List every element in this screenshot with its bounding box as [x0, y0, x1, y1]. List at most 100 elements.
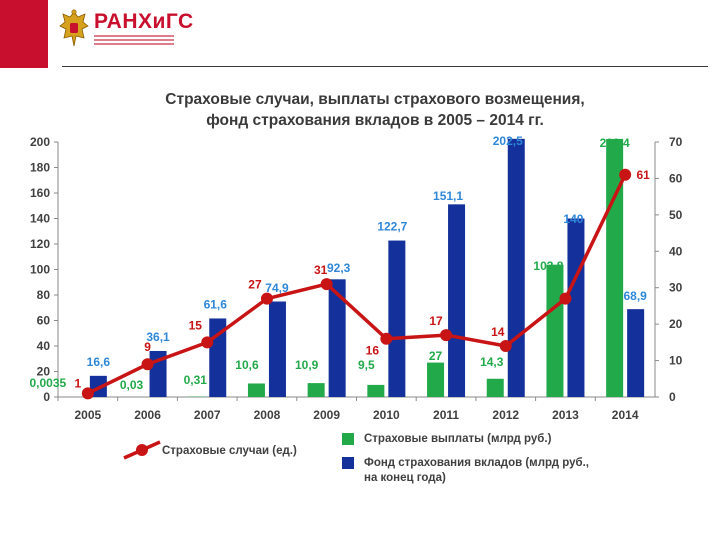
y-left-tick-label: 20 [37, 365, 51, 379]
line-insurance-cases [81, 168, 632, 400]
y-right-tick-label: 10 [669, 354, 683, 368]
data-label-fund: 61,6 [204, 297, 228, 311]
chart-title-line-2: фонд страхования вкладов в 2005 – 2014 г… [206, 112, 544, 129]
legend-label-fund-line2: на конец года) [364, 472, 446, 484]
x-tick-label: 2011 [433, 408, 459, 422]
x-tick-label: 2009 [313, 408, 340, 422]
bar-insurance-payout [367, 384, 385, 397]
bar-deposit-fund [567, 218, 585, 397]
legend-icon-payouts [342, 433, 354, 445]
x-tick-label: 2014 [612, 408, 639, 422]
data-label-payout: 0,31 [184, 373, 208, 387]
bar-insurance-payout [307, 383, 325, 397]
y-left-tick-label: 40 [37, 339, 51, 353]
data-label-fund: 202,5 [493, 134, 523, 148]
bar-deposit-fund [388, 240, 406, 397]
line-point-insurance-case [141, 358, 154, 371]
data-label-fund: 122,7 [377, 220, 407, 234]
y-left-tick-label: 200 [30, 135, 50, 149]
line-point-insurance-case [440, 329, 453, 342]
data-label-fund: 140 [563, 212, 583, 226]
double-headed-eagle-icon [59, 9, 89, 47]
chart-title-line-1: Страховые случаи, выплаты страхового воз… [165, 91, 585, 108]
chart-axes: 0 20 40 60 80 100 120 140 160 180 200 0 10 20 30 40 50 60… [30, 135, 683, 422]
logo-text: РАНХиГС [94, 10, 194, 33]
line-point-insurance-case [619, 168, 632, 181]
y-right-tick-label: 70 [669, 135, 683, 149]
chart-title: Страховые случаи, выплаты страхового воз… [60, 89, 690, 131]
y-right-tick-label: 30 [669, 281, 683, 295]
x-tick-label: 2006 [134, 408, 161, 422]
x-tick-label: 2010 [373, 408, 400, 422]
data-label-fund: 92,3 [327, 261, 351, 275]
bar-insurance-payout [486, 378, 504, 397]
y-right-tick-label: 40 [669, 244, 683, 258]
y-left-tick-label: 100 [30, 263, 50, 277]
y-left-tick-label: 140 [30, 212, 50, 226]
bar-insurance-payout [427, 362, 445, 397]
legend-icon-fund [342, 457, 354, 469]
line-point-insurance-case [201, 336, 214, 349]
y-right-tick-label: 50 [669, 208, 683, 222]
header-divider [62, 66, 708, 67]
x-tick-label: 2008 [254, 408, 281, 422]
data-label-payout: 202,4 [600, 136, 630, 150]
ranepa-logo: РАНХиГС [58, 8, 193, 52]
bar-deposit-fund [328, 279, 346, 397]
bar-deposit-fund [268, 301, 286, 397]
data-label-cases: 15 [189, 318, 203, 332]
brand-accent-strip [0, 0, 48, 68]
data-label-payout: 0,0035 [29, 376, 66, 390]
data-label-payout: 103,8 [533, 259, 563, 273]
line-path-insurance-cases [87, 174, 627, 395]
x-tick-label: 2013 [552, 408, 579, 422]
y-left-tick-label: 160 [30, 186, 50, 200]
data-label-payout: 14,3 [480, 355, 504, 369]
data-label-fund: 151,1 [433, 189, 463, 203]
y-right-tick-label: 0 [669, 390, 676, 404]
legend-label-cases: Страховые случаи (ед.) [162, 445, 297, 457]
y-left-tick-label: 60 [37, 314, 51, 328]
data-label-fund: 74,9 [265, 281, 289, 295]
legend-icon-cases-point [136, 444, 148, 456]
y-right-tick-label: 20 [669, 317, 683, 331]
data-label-cases: 17 [429, 314, 443, 328]
data-label-payout: 10,6 [235, 358, 259, 372]
data-label-cases: 14 [491, 325, 505, 339]
data-label-fund: 36,1 [146, 330, 170, 344]
bar-insurance-payout [247, 383, 265, 397]
data-label-cases: 27 [248, 278, 262, 292]
y-left-tick-label: 0 [43, 390, 50, 404]
x-tick-label: 2007 [194, 408, 221, 422]
line-point-insurance-case [559, 292, 572, 305]
data-label-cases: 31 [314, 263, 328, 277]
data-label-cases: 61 [636, 168, 650, 182]
x-tick-label: 2012 [492, 408, 519, 422]
line-point-insurance-case [499, 340, 512, 352]
data-label-payout: 10,9 [295, 358, 319, 372]
legend-icons [123, 433, 354, 469]
data-label-fund: 16,6 [87, 355, 111, 369]
y-right-tick-label: 60 [669, 171, 683, 185]
data-label-payout: 27 [429, 349, 443, 363]
data-label-payout: 9,5 [358, 358, 375, 372]
line-point-insurance-case [260, 292, 273, 305]
bar-deposit-fund [627, 309, 645, 397]
legend-label-payouts: Страховые выплаты (млрд руб.) [364, 433, 552, 445]
data-label-cases: 9 [144, 340, 151, 354]
bar-deposit-fund [507, 138, 525, 397]
line-point-insurance-case [81, 387, 94, 400]
data-label-fund: 68,9 [623, 289, 647, 303]
data-label-cases: 16 [366, 344, 380, 358]
bars-insurance-payouts [68, 138, 624, 397]
y-left-tick-label: 80 [37, 288, 51, 302]
y-left-tick-label: 180 [30, 161, 50, 175]
data-labels: 0,0035 0,03 0,31 10,6 10,9 9,5 27 14,3 103,8 202,… [29, 134, 650, 392]
line-point-insurance-case [380, 332, 393, 345]
y-left-tick-label: 120 [30, 237, 50, 251]
x-tick-label: 2005 [74, 408, 101, 422]
line-point-insurance-case [320, 278, 333, 291]
data-label-cases: 1 [75, 376, 82, 390]
logo-subtitle-lines [94, 35, 174, 47]
